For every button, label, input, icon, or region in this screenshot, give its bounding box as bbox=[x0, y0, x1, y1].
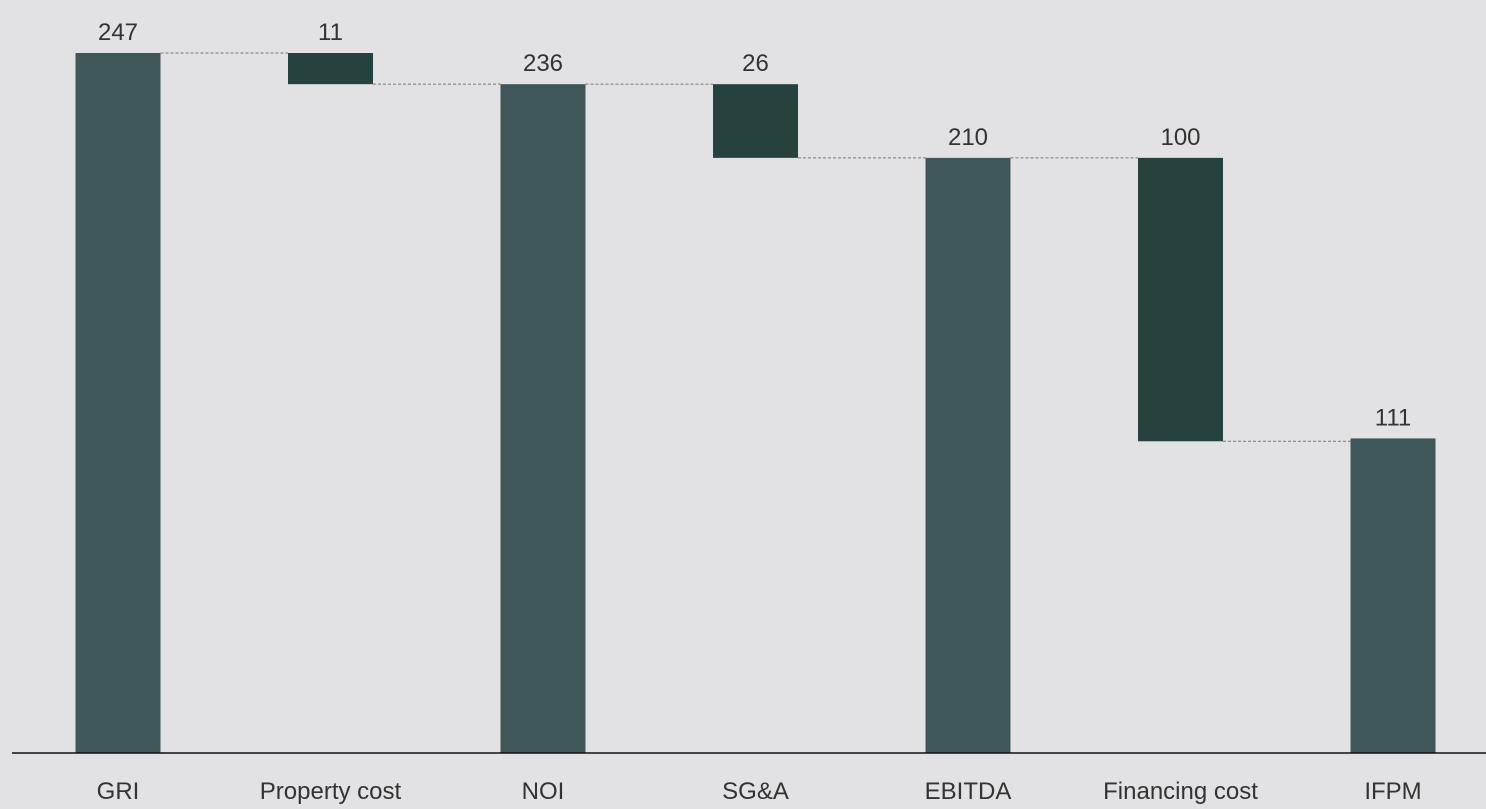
bar bbox=[713, 84, 798, 158]
x-tick-label: IFPM bbox=[1364, 778, 1421, 805]
value-label: 11 bbox=[318, 19, 343, 46]
value-label: 236 bbox=[523, 50, 563, 77]
bar bbox=[925, 157, 1011, 754]
x-tick-label: EBITDA bbox=[925, 778, 1012, 805]
value-label: 26 bbox=[742, 50, 769, 77]
value-label: 247 bbox=[98, 19, 138, 46]
bar bbox=[75, 53, 161, 753]
value-label: 210 bbox=[948, 124, 988, 151]
bar bbox=[1350, 438, 1436, 753]
x-tick-label: SG&A bbox=[722, 778, 789, 805]
value-label: 100 bbox=[1160, 124, 1200, 151]
x-tick-label: Financing cost bbox=[1103, 778, 1258, 805]
x-tick-label: Property cost bbox=[260, 778, 402, 805]
x-tick-label: GRI bbox=[97, 778, 140, 805]
value-label: 111 bbox=[1375, 404, 1411, 431]
x-tick-label: NOI bbox=[522, 778, 565, 805]
bar bbox=[500, 84, 586, 753]
bar bbox=[288, 53, 373, 85]
bar bbox=[1138, 157, 1223, 442]
